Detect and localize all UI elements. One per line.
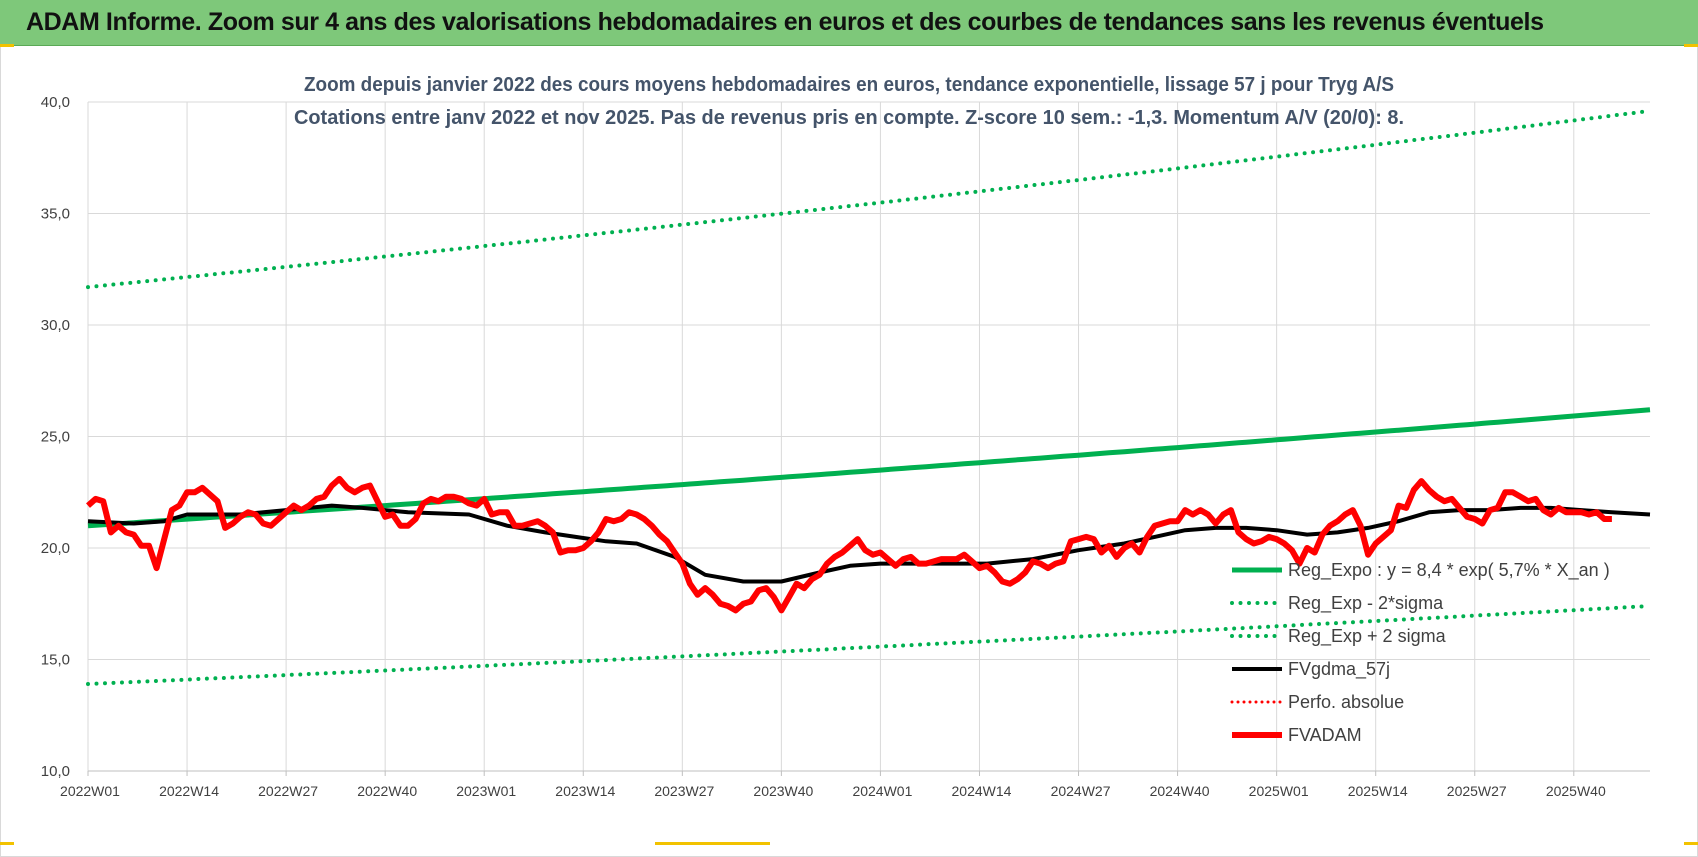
x-tick-label: 2024W01	[852, 783, 912, 799]
legend-label: Perfo. absolue	[1288, 692, 1404, 712]
y-tick-label: 35,0	[41, 206, 70, 223]
y-tick-label: 10,0	[41, 763, 70, 780]
corner-marker-bottom-right	[1684, 842, 1698, 845]
chart-title-line-1: Zoom depuis janvier 2022 des cours moyen…	[304, 74, 1394, 96]
reg-exp-plus-2sigma-line	[86, 108, 1652, 290]
x-tick-label: 2025W14	[1348, 783, 1408, 799]
report-title: ADAM Informe. Zoom sur 4 ans des valoris…	[26, 8, 1544, 36]
x-tick-label: 2022W27	[258, 783, 318, 799]
x-tick-label: 2022W14	[159, 783, 219, 799]
y-tick-label: 40,0	[41, 94, 70, 111]
y-tick-label: 15,0	[41, 652, 70, 669]
x-tick-label: 2024W27	[1051, 783, 1111, 799]
y-axis-ticks: 10,0 15,0 20,0 25,0 30,0 35,0 40,0	[41, 94, 70, 780]
x-tick-label: 2024W14	[952, 783, 1012, 799]
corner-marker-bottom-left	[0, 842, 14, 845]
x-tick-label: 2025W01	[1249, 783, 1309, 799]
corner-marker-top-left	[0, 44, 14, 47]
fvadam-line	[86, 475, 1612, 614]
fvgdma-57j-line	[87, 503, 1651, 584]
corner-marker-bottom-center	[655, 842, 770, 845]
y-tick-label: 25,0	[41, 429, 70, 446]
chart-title-line-2: Cotations entre janv 2022 et nov 2025. P…	[294, 107, 1404, 129]
x-tick-label: 2025W27	[1447, 783, 1507, 799]
report-banner: ADAM Informe. Zoom sur 4 ans des valoris…	[0, 0, 1698, 46]
series-layer	[86, 108, 1652, 686]
y-tick-label: 30,0	[41, 317, 70, 334]
legend-label: Reg_Exp - 2*sigma	[1288, 593, 1444, 614]
x-axis-ticks: 2022W01 2022W14 2022W27 2022W40 2023W01 2023W…	[60, 771, 1606, 799]
legend: Reg_Expo : y = 8,4 * exp( 5,7% * X_an ) R…	[1230, 560, 1610, 745]
reg-exp-minus-2sigma-line	[86, 604, 1652, 686]
x-tick-label: 2022W01	[60, 783, 120, 799]
legend-label: Reg_Expo : y = 8,4 * exp( 5,7% * X_an )	[1288, 560, 1610, 581]
y-tick-label: 20,0	[41, 540, 70, 557]
x-tick-label: 2023W27	[654, 783, 714, 799]
x-tick-label: 2023W40	[753, 783, 813, 799]
legend-label: FVADAM	[1288, 725, 1362, 745]
x-tick-label: 2023W14	[555, 783, 615, 799]
x-tick-label: 2024W40	[1150, 783, 1210, 799]
x-tick-label: 2025W40	[1546, 783, 1606, 799]
x-tick-label: 2022W40	[357, 783, 417, 799]
gridlines	[87, 101, 1650, 771]
legend-label: Reg_Exp + 2 sigma	[1288, 626, 1447, 647]
x-tick-label: 2023W01	[456, 783, 516, 799]
legend-label: FVgdma_57j	[1288, 659, 1390, 680]
corner-marker-top-right	[1684, 44, 1698, 47]
